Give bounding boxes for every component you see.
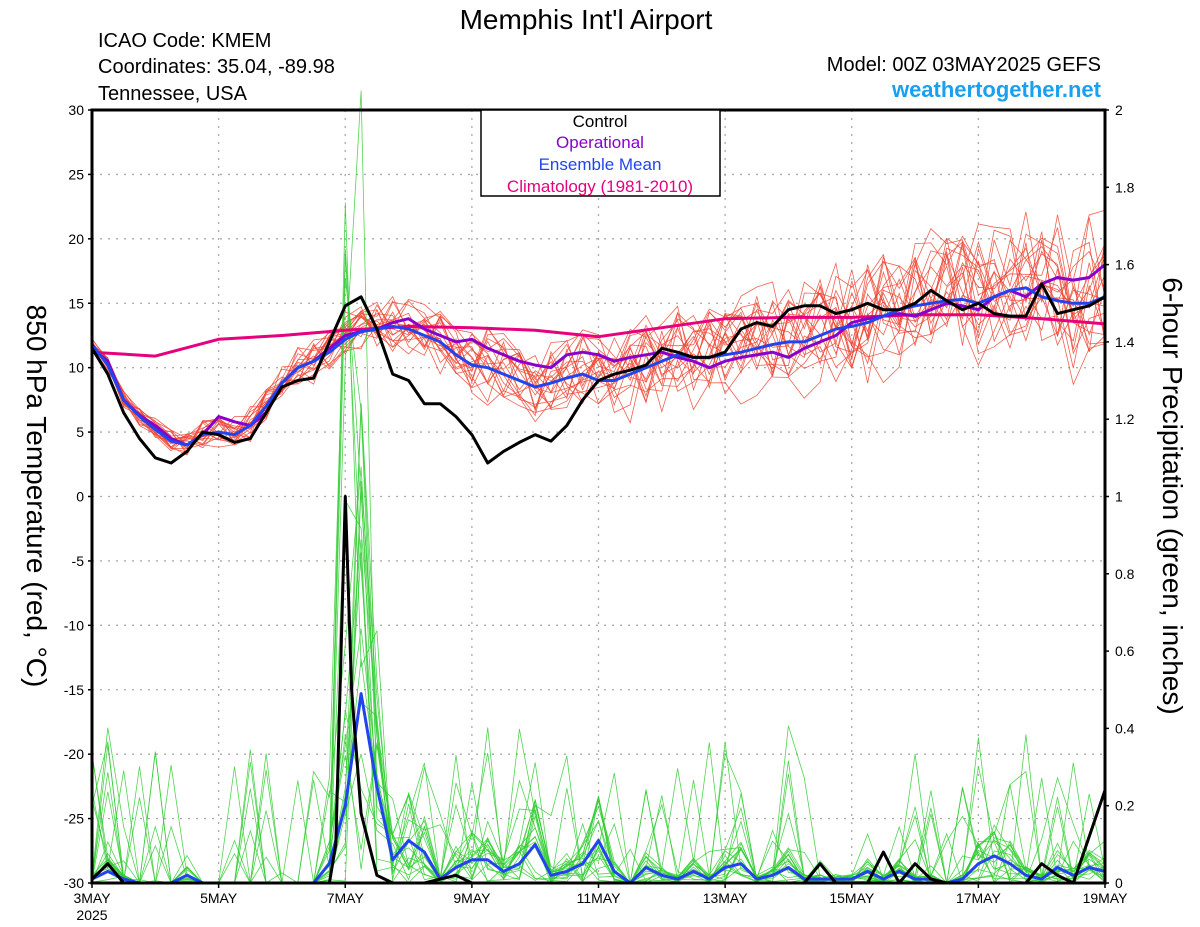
series-operational <box>91 263 1106 447</box>
left-tick-label-3: 15 <box>68 295 84 311</box>
right-axis-label: 6-hour Precipitation (green, inches) <box>1157 277 1188 714</box>
x-tick-label-5: 13MAY <box>703 890 749 906</box>
right-tick-label-9: 0.2 <box>1115 798 1135 814</box>
precip-member-19 <box>91 727 1106 885</box>
x-tick-label-8: 19MAY <box>1083 890 1129 906</box>
x-tick-label-1: 5MAY <box>200 890 238 906</box>
grid <box>92 110 1105 883</box>
axes: 302520151050-5-10-15-20-25-3021.81.61.41… <box>64 102 1135 923</box>
x-tick-label-7: 17MAY <box>956 890 1002 906</box>
chart-title: Memphis Int'l Airport <box>460 4 713 35</box>
legend-entry-control: Control <box>573 112 628 131</box>
left-tick-label-0: 30 <box>68 102 84 118</box>
left-tick-label-10: -20 <box>64 746 84 762</box>
series-control <box>90 282 1106 465</box>
x-tick-label-2: 7MAY <box>327 890 365 906</box>
left-tick-label-5: 5 <box>76 424 84 440</box>
legend-entry-operational: Operational <box>556 133 644 152</box>
temp-member-14 <box>91 239 1106 446</box>
left-tick-label-2: 20 <box>68 231 84 247</box>
left-tick-label-9: -15 <box>64 682 84 698</box>
right-tick-label-5: 1 <box>1115 489 1123 505</box>
precip-member-6 <box>91 254 1106 884</box>
right-tick-label-3: 1.4 <box>1115 334 1135 350</box>
right-tick-label-10: 0 <box>1115 875 1123 891</box>
right-tick-label-8: 0.4 <box>1115 720 1135 736</box>
x-tick-label-4: 11MAY <box>577 890 621 906</box>
model-run: Model: 00Z 03MAY2025 GEFS <box>827 54 1101 76</box>
left-tick-label-12: -30 <box>64 875 84 891</box>
right-tick-label-4: 1.2 <box>1115 411 1135 427</box>
precip-member-9 <box>91 725 1106 884</box>
legend-entry-climatology: Climatology (1981-2010) <box>507 177 693 196</box>
x-tick-label-6: 15MAY <box>829 890 875 906</box>
legend-box: Control Operational Ensemble Mean Climat… <box>480 109 721 197</box>
x-tick-label-0: 3MAY <box>73 890 111 906</box>
right-tick-label-2: 1.6 <box>1115 257 1135 273</box>
series-climatology <box>91 313 1106 358</box>
temp-member-9 <box>91 217 1106 439</box>
region: Tennessee, USA <box>98 83 248 105</box>
left-tick-label-8: -10 <box>64 617 84 633</box>
precip-member-13 <box>91 278 1106 884</box>
right-tick-label-6: 0.8 <box>1115 566 1135 582</box>
right-tick-label-0: 2 <box>1115 102 1123 118</box>
left-tick-label-11: -25 <box>64 811 84 827</box>
left-tick-label-7: -5 <box>72 553 85 569</box>
precip-member-7 <box>91 481 1106 884</box>
left-axis-label: 850 hPa Temperature (red, °C) <box>21 305 52 688</box>
x-tick-sublabel-0: 2025 <box>76 907 107 923</box>
right-tick-label-1: 1.8 <box>1115 179 1135 195</box>
coordinates: Coordinates: 35.04, -89.98 <box>98 56 335 78</box>
legend-entry-ensemble-mean: Ensemble Mean <box>539 155 662 174</box>
icao-code: ICAO Code: KMEM <box>98 30 271 52</box>
left-tick-label-1: 25 <box>68 166 84 182</box>
site-link[interactable]: weathertogether.net <box>891 77 1102 102</box>
left-tick-label-4: 10 <box>68 360 84 376</box>
right-tick-label-7: 0.6 <box>1115 643 1135 659</box>
precip-member-12 <box>91 658 1106 884</box>
x-tick-label-3: 9MAY <box>453 890 491 906</box>
left-tick-label-6: 0 <box>76 489 84 505</box>
